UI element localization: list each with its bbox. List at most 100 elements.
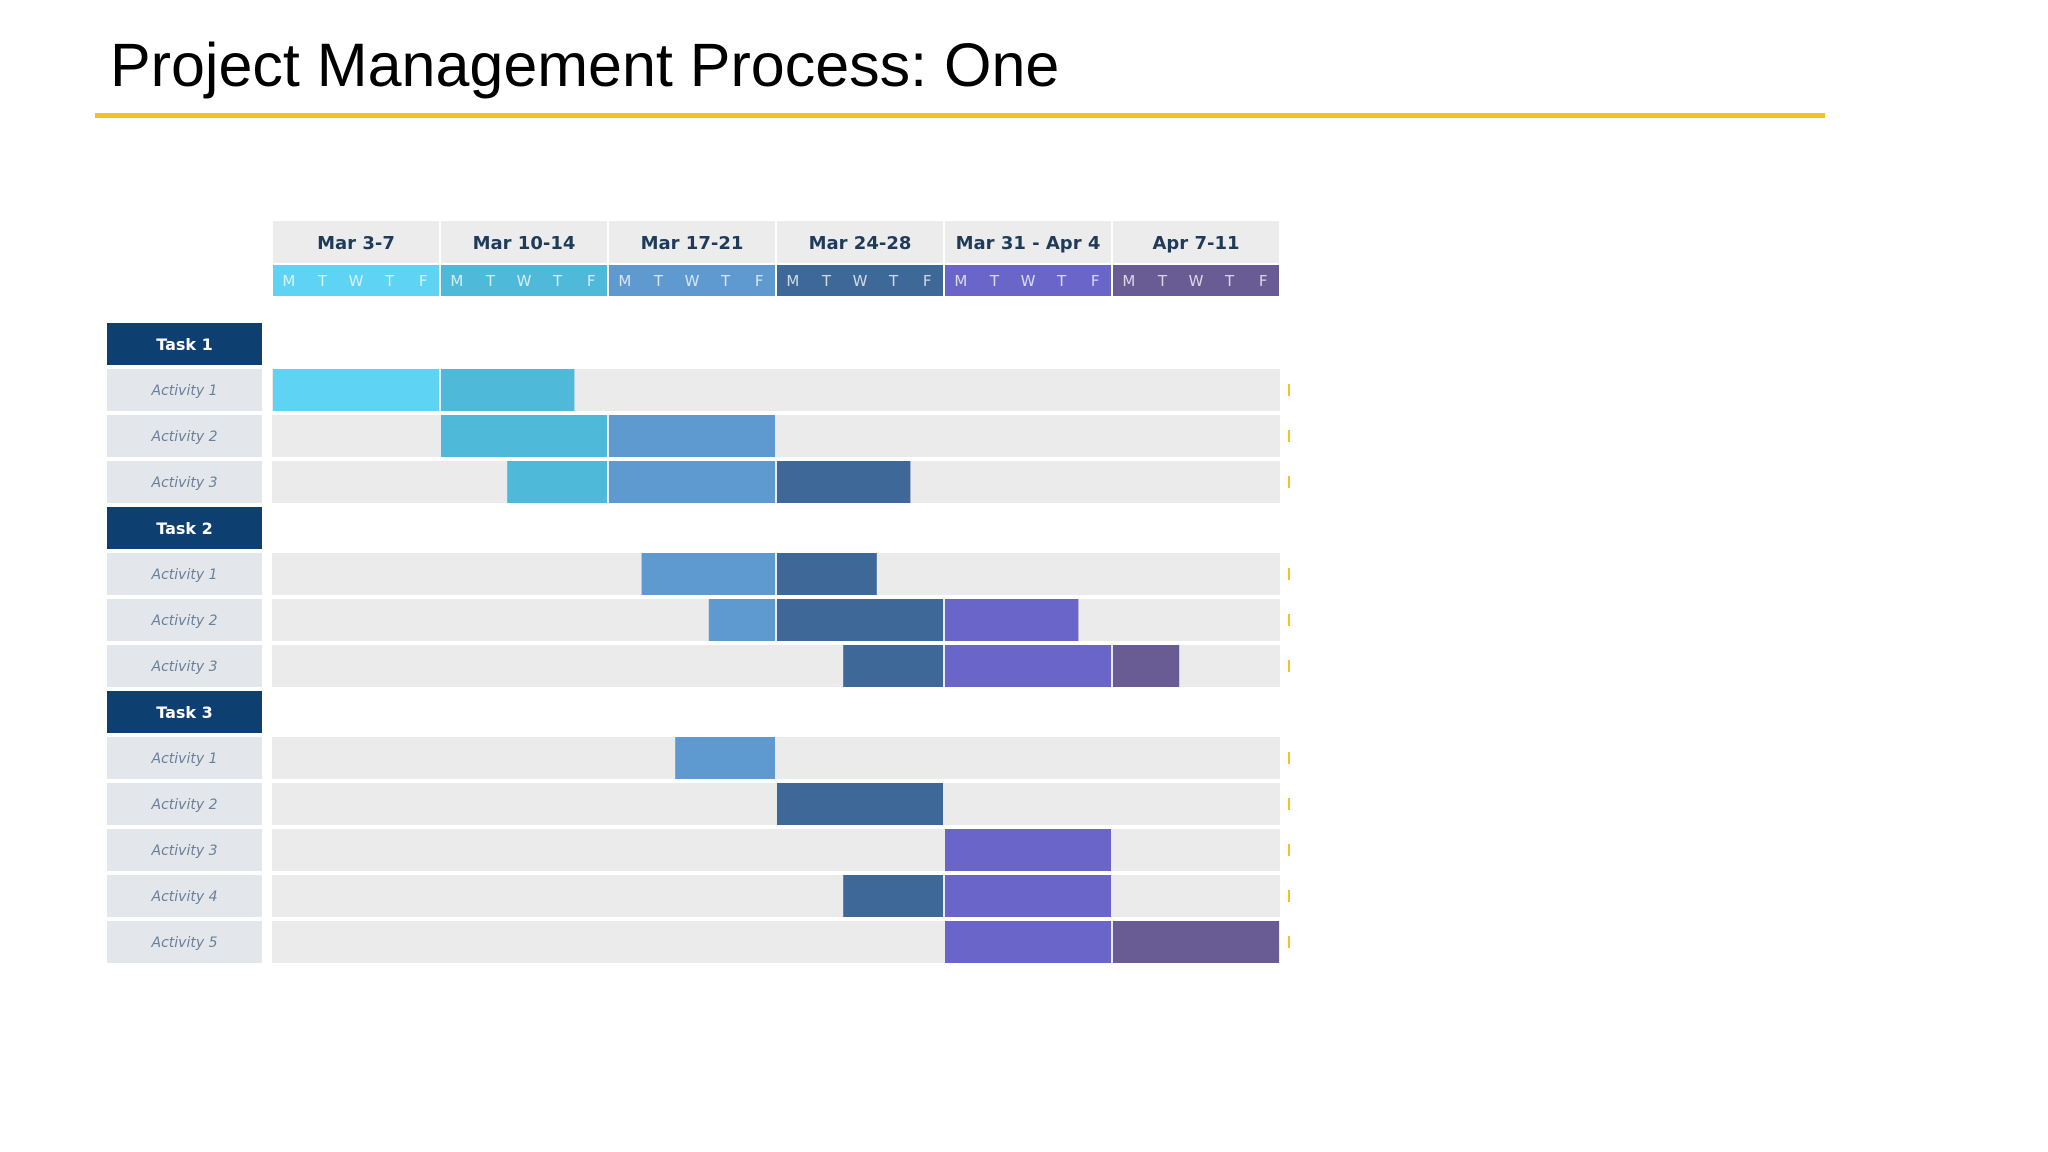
week-label: Mar 17-21 bbox=[641, 233, 744, 254]
day-label: F bbox=[923, 272, 932, 290]
day-label: T bbox=[552, 272, 563, 290]
activity-label-cell bbox=[107, 461, 262, 503]
row-end-marker bbox=[1288, 752, 1290, 764]
day-label: T bbox=[1224, 272, 1235, 290]
activity-bar-segment bbox=[273, 369, 439, 411]
activity-label-cell bbox=[107, 875, 262, 917]
day-label: W bbox=[1189, 272, 1204, 290]
activity-bar-segment bbox=[675, 737, 775, 779]
task-header bbox=[107, 691, 262, 733]
activity-label-cell bbox=[107, 415, 262, 457]
row-end-marker bbox=[1288, 798, 1290, 810]
row-end-marker bbox=[1288, 384, 1290, 396]
day-label: F bbox=[1091, 272, 1100, 290]
activity-label: Activity 1 bbox=[151, 751, 218, 767]
activity-row-track bbox=[272, 783, 1280, 825]
day-label: T bbox=[485, 272, 496, 290]
day-label: T bbox=[653, 272, 664, 290]
activity-row-track bbox=[272, 599, 1280, 641]
activity-label-cell bbox=[107, 783, 262, 825]
activity-row-track bbox=[272, 369, 1280, 411]
activity-row-track bbox=[272, 737, 1280, 779]
activity-label-cell bbox=[107, 599, 262, 641]
activity-label: Activity 1 bbox=[151, 567, 218, 583]
task-header bbox=[107, 323, 262, 365]
row-end-marker bbox=[1288, 936, 1290, 948]
week-label: Mar 31 - Apr 4 bbox=[956, 233, 1101, 254]
activity-label: Activity 4 bbox=[151, 889, 218, 905]
activity-bar-segment bbox=[843, 645, 943, 687]
activity-bar-segment bbox=[708, 599, 775, 641]
day-label: T bbox=[1157, 272, 1168, 290]
activity-row-track bbox=[272, 921, 1280, 963]
row-end-marker bbox=[1288, 430, 1290, 442]
day-label: F bbox=[1259, 272, 1268, 290]
week-label: Mar 24-28 bbox=[809, 233, 912, 254]
day-strip bbox=[945, 265, 1111, 296]
activity-row-track bbox=[272, 875, 1280, 917]
activity-bar-segment bbox=[441, 415, 607, 457]
activity-row-track bbox=[272, 553, 1280, 595]
day-label: T bbox=[384, 272, 395, 290]
row-end-marker bbox=[1288, 476, 1290, 488]
activity-row-track bbox=[272, 415, 1280, 457]
activity-bar-segment bbox=[609, 461, 775, 503]
day-label: T bbox=[989, 272, 1000, 290]
day-label: W bbox=[685, 272, 700, 290]
row-end-marker bbox=[1288, 614, 1290, 626]
activity-row-track bbox=[272, 645, 1280, 687]
day-strip bbox=[1113, 265, 1279, 296]
day-label: T bbox=[1056, 272, 1067, 290]
day-label: M bbox=[1122, 272, 1135, 290]
week-header-cell bbox=[945, 221, 1111, 263]
activity-bar-segment bbox=[441, 369, 575, 411]
activity-bar-segment bbox=[945, 829, 1111, 871]
day-label: F bbox=[755, 272, 764, 290]
activity-bar-segment bbox=[641, 553, 775, 595]
activity-row-track bbox=[272, 829, 1280, 871]
day-label: W bbox=[853, 272, 868, 290]
activity-label: Activity 2 bbox=[151, 797, 218, 813]
week-header-cell bbox=[441, 221, 607, 263]
day-strip bbox=[609, 265, 775, 296]
task-header bbox=[107, 507, 262, 549]
activity-label-cell bbox=[107, 553, 262, 595]
day-label: W bbox=[349, 272, 364, 290]
week-header-cell bbox=[273, 221, 439, 263]
activity-bar-segment bbox=[1113, 645, 1180, 687]
activity-label: Activity 2 bbox=[151, 429, 218, 445]
day-label: M bbox=[450, 272, 463, 290]
day-label: M bbox=[954, 272, 967, 290]
day-label: M bbox=[282, 272, 295, 290]
row-end-marker bbox=[1288, 660, 1290, 672]
row-end-marker bbox=[1288, 890, 1290, 902]
day-label: F bbox=[419, 272, 428, 290]
activity-bar-segment bbox=[1113, 921, 1279, 963]
activity-bar-segment bbox=[945, 645, 1111, 687]
activity-bar-segment bbox=[945, 921, 1111, 963]
week-label: Apr 7-11 bbox=[1152, 233, 1239, 254]
activity-bar-segment bbox=[609, 415, 775, 457]
day-label: F bbox=[587, 272, 596, 290]
activity-label: Activity 3 bbox=[151, 475, 218, 491]
day-label: M bbox=[618, 272, 631, 290]
activity-label: Activity 1 bbox=[151, 383, 218, 399]
week-label: Mar 10-14 bbox=[473, 233, 576, 254]
day-label: W bbox=[1021, 272, 1036, 290]
activity-label: Activity 3 bbox=[151, 659, 218, 675]
activity-bar-segment bbox=[945, 599, 1079, 641]
activity-row-track bbox=[272, 461, 1280, 503]
activity-bar-segment bbox=[777, 553, 877, 595]
activity-bar-segment bbox=[777, 461, 911, 503]
task-label: Task 1 bbox=[156, 335, 213, 354]
activity-bar-segment bbox=[507, 461, 607, 503]
day-label: T bbox=[317, 272, 328, 290]
task-label: Task 3 bbox=[156, 703, 213, 722]
activity-bar-segment bbox=[945, 875, 1111, 917]
slide-title: Project Management Process: One bbox=[110, 31, 1060, 99]
week-header-cell bbox=[609, 221, 775, 263]
day-label: T bbox=[821, 272, 832, 290]
day-label: T bbox=[720, 272, 731, 290]
activity-label-cell bbox=[107, 737, 262, 779]
